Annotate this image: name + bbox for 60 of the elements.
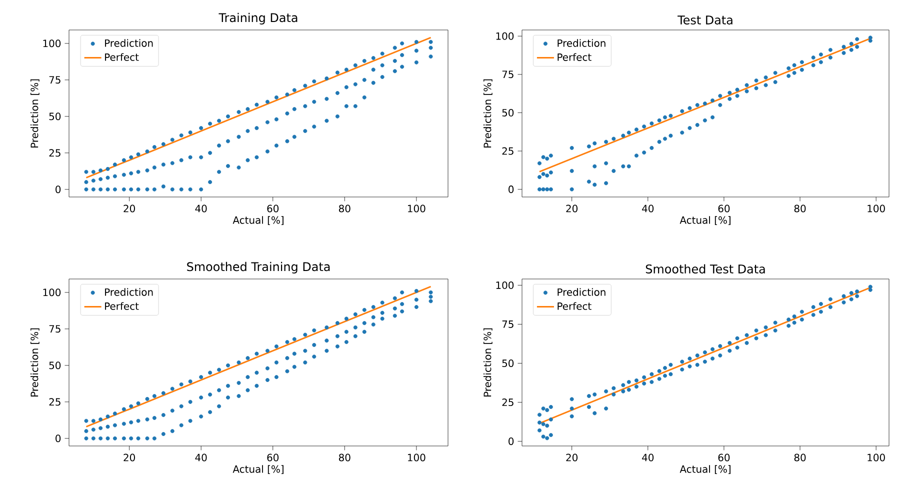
y-tick-label: 75 [49,76,60,84]
y-tick-label: 0 [56,434,61,442]
y-tick-label: 25 [502,398,514,406]
y-axis-title: Prediction [%] [483,79,492,148]
y-axis-title: Prediction [%] [483,328,492,396]
legend-label: Perfect [105,302,139,310]
legend-label: Prediction [558,39,606,47]
y-tick-label: 100 [496,32,514,40]
x-tick-label: 60 [267,204,279,212]
x-tick-label: 100 [408,204,426,212]
x-tick-label: 40 [195,454,207,462]
x-tick-label: 100 [868,204,885,212]
chart-title: Training Data [218,12,298,24]
chart-title: Test Data [678,16,732,24]
x-tick-label: 80 [338,454,350,462]
y-tick-label: 75 [49,325,60,333]
y-tick-label: 50 [502,359,514,368]
x-tick-label: 40 [195,204,207,212]
legend-label: Prediction [558,288,606,296]
legend-label: Prediction [105,288,153,296]
y-tick-label: 50 [49,112,61,120]
y-tick-label: 25 [49,398,60,406]
y-axis-title: Prediction [%] [30,328,40,396]
y-tick-label: 50 [502,108,514,116]
x-axis-title: Actual [%] [232,465,284,474]
chart-title: Smoothed Test Data [646,264,765,274]
x-tick-label: 100 [408,454,426,462]
y-tick-label: 100 [43,40,61,48]
x-tick-label: 20 [566,204,578,212]
x-tick-label: 60 [718,454,730,462]
y-tick-label: 0 [508,438,514,446]
x-tick-label: 20 [124,454,135,462]
y-tick-label: 25 [502,147,514,155]
x-tick-label: 40 [642,204,654,212]
x-tick-label: 80 [794,454,806,462]
x-tick-label: 20 [566,454,578,462]
y-tick-label: 100 [43,288,61,296]
x-axis-title: Actual [%] [680,465,730,474]
y-tick-label: 75 [502,320,514,328]
x-axis-title: Actual [%] [232,216,284,226]
x-tick-label: 40 [642,454,654,462]
x-tick-label: 60 [267,454,279,462]
y-axis-title: Prediction [%] [30,79,40,148]
y-tick-label: 75 [502,70,514,78]
chart-title: Smoothed Training Data [187,262,330,274]
x-tick-label: 20 [124,204,135,212]
legend-label: Perfect [558,302,592,310]
y-tick-label: 0 [508,186,514,194]
legend-label: Perfect [105,53,139,61]
x-tick-label: 80 [338,204,350,212]
y-tick-label: 25 [49,149,60,157]
y-tick-label: 0 [56,186,61,194]
x-tick-label: 80 [794,204,806,212]
legend-label: Perfect [558,53,592,61]
legend-label: Prediction [105,39,153,47]
x-tick-label: 60 [718,204,730,212]
x-tick-label: 100 [868,454,885,462]
y-tick-label: 100 [496,281,514,289]
y-tick-label: 50 [49,362,61,370]
x-axis-title: Actual [%] [680,216,730,226]
